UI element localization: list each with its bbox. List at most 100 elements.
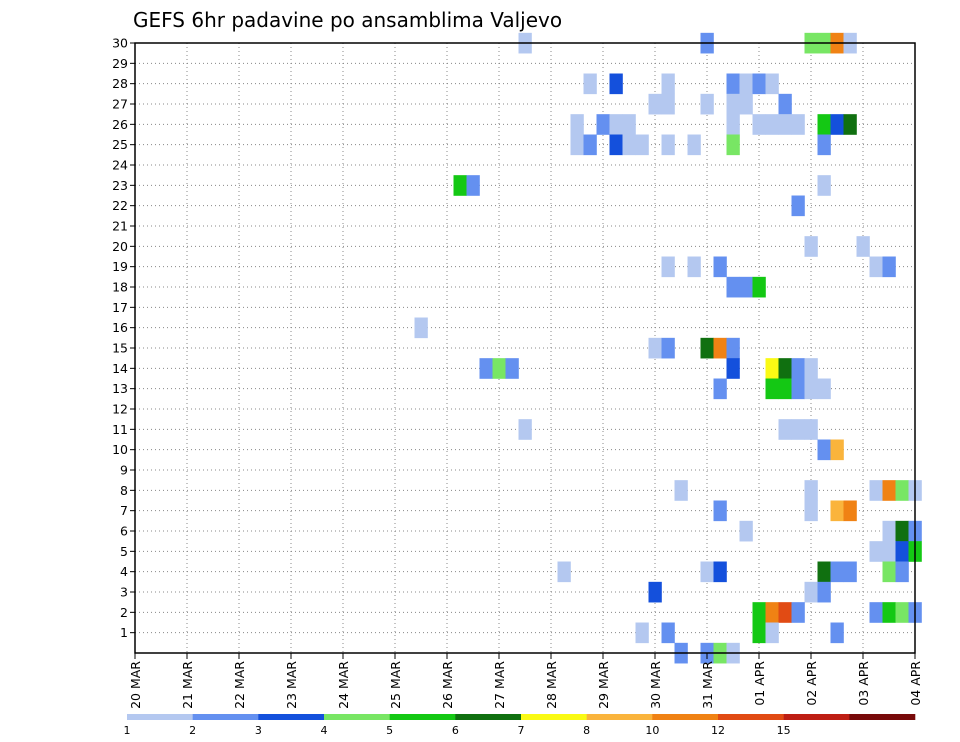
- y-tick-label: 30: [112, 36, 128, 51]
- heatmap-cell: [713, 561, 727, 583]
- y-tick-label: 8: [120, 483, 128, 498]
- x-tick-label: 04 APR: [908, 661, 923, 706]
- heatmap-cell: [882, 541, 896, 562]
- x-tick-label: 22 MAR: [232, 661, 247, 709]
- heatmap-cell: [765, 602, 779, 623]
- heatmap-cell: [752, 276, 766, 298]
- heatmap-cell: [700, 93, 714, 115]
- heatmap-cell: [830, 114, 844, 135]
- heatmap-cell: [869, 256, 883, 278]
- y-tick-label: 7: [120, 503, 128, 518]
- y-tick-label: 12: [112, 402, 128, 417]
- y-tick-label: 10: [112, 442, 128, 457]
- legend-color-swatch: [389, 714, 456, 720]
- x-tick-label: 26 MAR: [440, 661, 455, 709]
- legend-color-swatch: [783, 714, 850, 720]
- heatmap-cell: [518, 419, 532, 440]
- heatmap-cell: [700, 561, 714, 583]
- heatmap-cell: [609, 114, 623, 135]
- heatmap-cell: [726, 358, 740, 379]
- heatmap-cell: [882, 520, 896, 542]
- y-tick-label: 4: [120, 564, 128, 579]
- x-tick-label: 29 MAR: [596, 661, 611, 709]
- heatmap-cell: [778, 602, 792, 623]
- heatmap-cell: [830, 561, 844, 583]
- heatmap-cell: [739, 93, 753, 115]
- heatmap-cell: [778, 93, 792, 115]
- legend-color-swatch: [718, 714, 784, 720]
- heatmap-cell: [882, 256, 896, 278]
- heatmap-cell: [804, 480, 818, 501]
- heatmap-cell: [791, 602, 805, 623]
- x-tick-label: 25 MAR: [388, 661, 403, 709]
- legend-threshold-label: 15: [777, 724, 791, 737]
- legend-threshold-label: 6: [452, 724, 459, 737]
- heatmap-cell: [466, 175, 480, 196]
- legend-color-swatch: [324, 714, 390, 720]
- y-tick-label: 16: [112, 320, 128, 335]
- heatmap-cell: [609, 73, 623, 95]
- y-tick-label: 1: [120, 625, 128, 640]
- heatmap-cell: [687, 134, 701, 156]
- y-tick-label: 6: [120, 524, 128, 539]
- heatmap-cell: [817, 114, 831, 135]
- heatmap-cell: [609, 134, 623, 156]
- y-tick-label: 17: [112, 300, 128, 315]
- heatmap-cell: [739, 276, 753, 298]
- heatmap-cell: [882, 602, 896, 623]
- heatmap-cell: [765, 114, 779, 135]
- heatmap-cell: [817, 581, 831, 603]
- heatmap-cell: [622, 114, 636, 135]
- y-tick-label: 25: [112, 137, 128, 152]
- heatmap-cell: [765, 622, 779, 644]
- heatmap-cell: [713, 500, 727, 522]
- heatmap-cell: [596, 114, 610, 135]
- x-tick-label: 02 APR: [804, 661, 819, 706]
- y-tick-label: 29: [112, 56, 128, 71]
- heatmap-cell: [648, 337, 662, 359]
- heatmap-cell: [804, 236, 818, 257]
- heatmap-cell: [791, 195, 805, 217]
- heatmap-cell: [648, 581, 662, 603]
- y-tick-label: 28: [112, 76, 128, 91]
- heatmap-cell: [752, 602, 766, 623]
- heatmap-cell: [674, 480, 688, 501]
- heatmap-cell: [830, 622, 844, 644]
- heatmap-cell: [453, 175, 467, 196]
- heatmap-cell: [570, 114, 584, 135]
- x-tick-label: 28 MAR: [544, 661, 559, 709]
- heatmap-cell: [895, 602, 909, 623]
- x-tick-label: 27 MAR: [492, 661, 507, 709]
- y-tick-label: 13: [112, 381, 128, 396]
- heatmap-cell: [869, 480, 883, 501]
- heatmap-cell: [804, 378, 818, 400]
- heatmap-cell: [843, 500, 857, 522]
- heatmap-cell: [791, 358, 805, 379]
- heatmap-cell: [804, 581, 818, 603]
- heatmap-cell: [778, 114, 792, 135]
- heatmap-cell: [843, 114, 857, 135]
- heatmap-cell: [661, 337, 675, 359]
- heatmap-cell: [713, 256, 727, 278]
- y-tick-label: 14: [112, 361, 128, 376]
- heatmap-cell: [700, 337, 714, 359]
- heatmap-cell: [648, 93, 662, 115]
- heatmap-cell: [739, 73, 753, 95]
- heatmap-cell: [752, 114, 766, 135]
- legend-threshold-label: 7: [518, 724, 525, 737]
- y-tick-label: 18: [112, 280, 128, 295]
- heatmap-cell: [661, 73, 675, 95]
- heatmap-cell: [869, 602, 883, 623]
- heatmap-cell: [804, 358, 818, 379]
- y-tick-label: 5: [120, 544, 128, 559]
- heatmap-cell: [583, 73, 597, 95]
- heatmap-cell: [583, 134, 597, 156]
- legend-color-swatch: [192, 714, 259, 720]
- heatmap-cell: [817, 561, 831, 583]
- legend-threshold-label: 3: [255, 724, 262, 737]
- x-tick-label: 31 MAR: [700, 661, 715, 709]
- color-legend: 1 2 3 4 5 6 7 8 10 12 15: [124, 714, 916, 737]
- x-tick-label: 20 MAR: [128, 661, 143, 709]
- heatmap-cell: [713, 337, 727, 359]
- heatmap-cell: [635, 134, 649, 156]
